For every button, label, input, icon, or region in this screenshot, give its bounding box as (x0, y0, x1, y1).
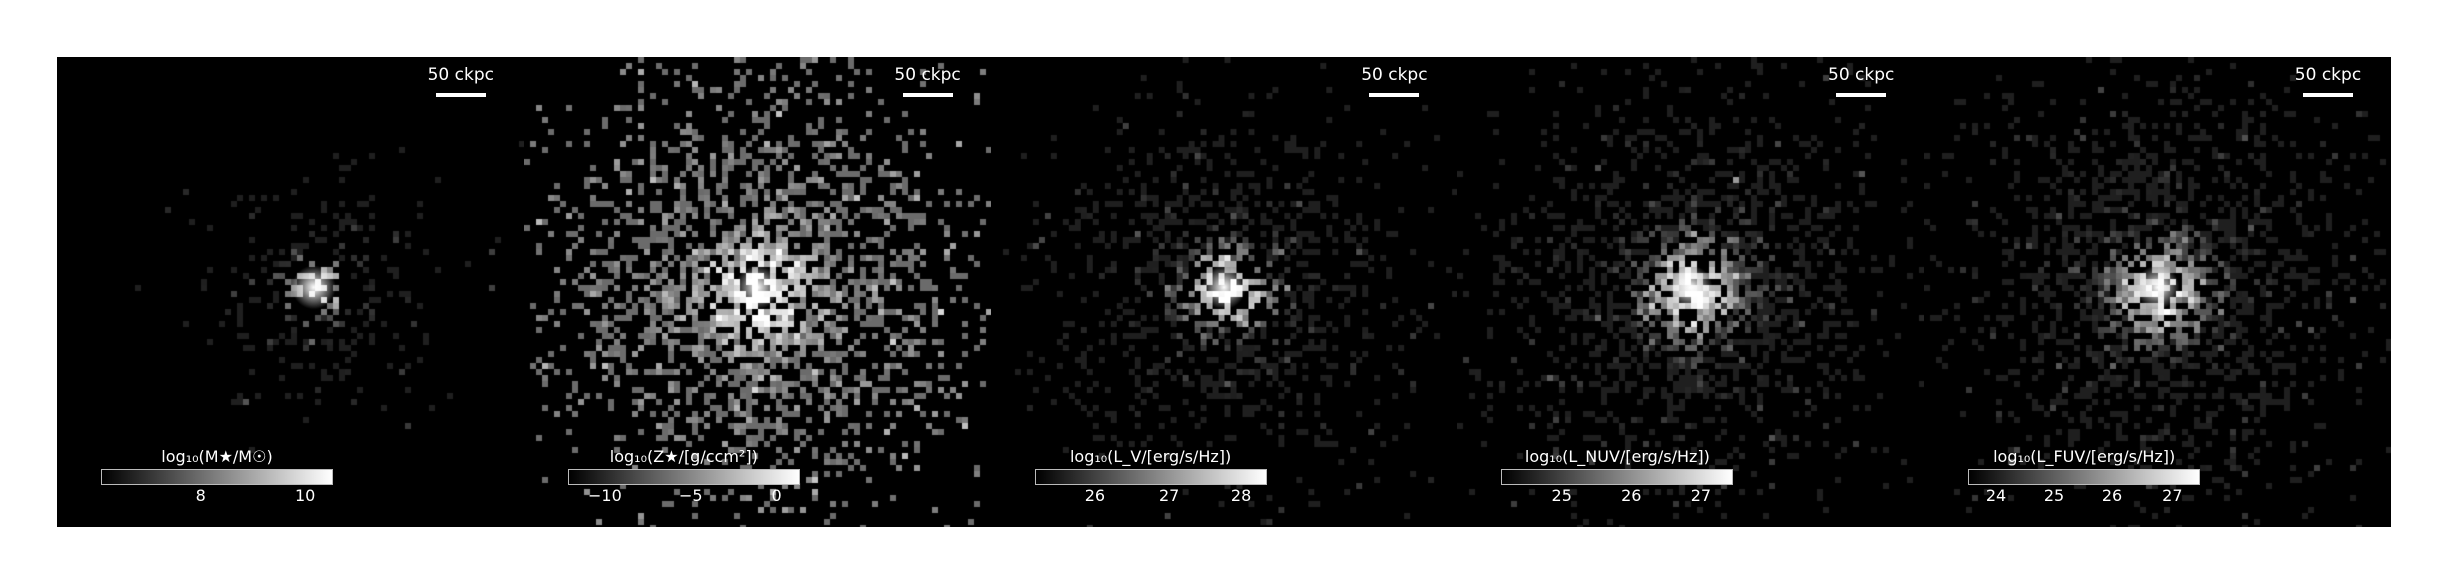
scale-bar-line (1836, 93, 1887, 97)
metallicity-panel: 50 ckpc log₁₀(Z★/[g/ccm²]) −10 −5 0 (523, 57, 991, 527)
colorbar: log₁₀(L_NUV/[erg/s/Hz]) 25 26 27 (1501, 447, 1734, 507)
colorbar-ticks: 26 27 28 (1035, 485, 1267, 507)
colorbar-label: log₁₀(L_V/[erg/s/Hz]) (1069, 447, 1232, 466)
colorbar: log₁₀(M★/M☉) 8 10 (101, 447, 333, 507)
galaxy-map-figure: 50 ckpc log₁₀(M★/M☉) 8 10 50 ckpc log₁₀(… (57, 57, 2391, 527)
colorbar-label: log₁₀(Z★/[g/ccm²]) (609, 447, 758, 466)
colorbar-ticks: 24 25 26 27 (1968, 485, 2200, 507)
scale-bar-label: 50 ckpc (427, 65, 494, 85)
scale-bar: 50 ckpc (416, 65, 506, 97)
colorbar-tick: 27 (2162, 486, 2183, 505)
colorbar-tick: 27 (1690, 486, 1712, 505)
nuv-map (1457, 57, 1925, 527)
scale-bar: 50 ckpc (2283, 65, 2373, 97)
colorbar-tick: 25 (1551, 486, 1572, 505)
colorbar-label: log₁₀(L_FUV/[erg/s/Hz]) (1993, 447, 2176, 466)
colorbar-tick: 27 (1158, 486, 1180, 505)
colorbar-gradient (1501, 469, 1734, 485)
colorbar-tick: −5 (678, 486, 703, 505)
colorbar-tick: 26 (2101, 486, 2123, 505)
scale-bar-line (2302, 93, 2353, 97)
v-band-map (990, 57, 1458, 527)
scale-bar-label: 50 ckpc (894, 65, 961, 85)
fuv-map (1924, 57, 2391, 527)
colorbar: log₁₀(L_FUV/[erg/s/Hz]) 24 25 26 27 (1968, 447, 2201, 507)
colorbar-tick: 25 (2043, 486, 2065, 505)
fuv-panel: 50 ckpc log₁₀(L_FUV/[erg/s/Hz]) 24 25 26… (1924, 57, 2391, 527)
scale-bar: 50 ckpc (1349, 65, 1439, 97)
colorbar-tick: 26 (1084, 486, 1106, 505)
colorbar-tick: 24 (1985, 486, 2007, 505)
colorbar-tick: −10 (588, 486, 622, 505)
colorbar-tick: 28 (1230, 486, 1252, 505)
colorbar: log₁₀(L_V/[erg/s/Hz]) 26 27 28 (1034, 447, 1267, 507)
colorbar-tick: 10 (294, 486, 316, 505)
colorbar-gradient (1034, 469, 1267, 485)
colorbar-label: log₁₀(M★/M☉) (161, 447, 273, 466)
metallicity-map (523, 57, 991, 527)
scale-bar-label: 50 ckpc (2294, 65, 2362, 85)
scale-bar: 50 ckpc (1816, 65, 1906, 97)
scale-bar-label: 50 ckpc (1361, 65, 1428, 85)
colorbar-ticks: 25 26 27 (1501, 485, 1733, 507)
colorbar-gradient (567, 469, 800, 485)
colorbar-label: log₁₀(L_NUV/[erg/s/Hz]) (1524, 447, 1710, 466)
scale-bar: 50 ckpc (883, 65, 973, 97)
nuv-panel: 50 ckpc log₁₀(L_NUV/[erg/s/Hz]) 25 26 27 (1457, 57, 1925, 527)
scale-bar-line (902, 93, 953, 97)
scale-bar-line (435, 93, 486, 97)
colorbar-ticks: −10 −5 0 (568, 485, 800, 507)
colorbar-tick: 0 (771, 486, 782, 505)
v-band-panel: 50 ckpc log₁₀(L_V/[erg/s/Hz]) 26 27 28 (990, 57, 1458, 527)
colorbar-ticks: 8 10 (101, 485, 333, 507)
stellar-mass-panel: 50 ckpc log₁₀(M★/M☉) 8 10 (57, 57, 524, 527)
colorbar-gradient (1968, 469, 2201, 485)
colorbar-tick: 26 (1621, 486, 1642, 505)
scale-bar-label: 50 ckpc (1828, 65, 1895, 85)
colorbar: log₁₀(Z★/[g/ccm²]) −10 −5 0 (567, 447, 800, 507)
scale-bar-line (1369, 93, 1420, 97)
colorbar-tick: 8 (195, 486, 206, 505)
colorbar-gradient (101, 469, 333, 485)
stellar-mass-map (57, 57, 524, 527)
